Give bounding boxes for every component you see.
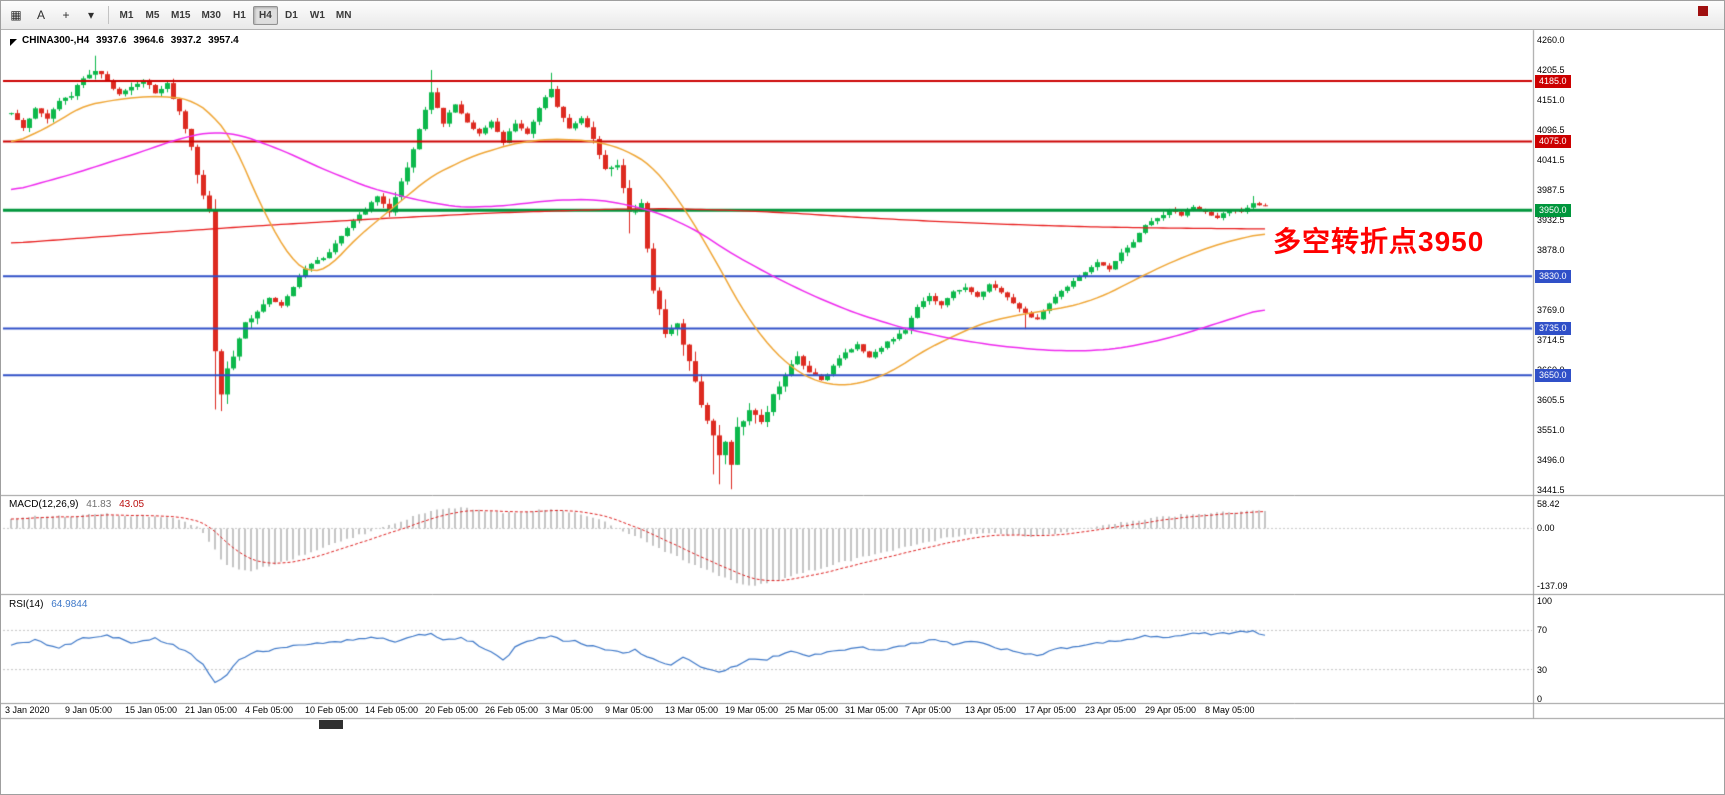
- macd-scale-label: 0.00: [1537, 523, 1555, 534]
- timeframe-button-d1[interactable]: D1: [285, 9, 298, 21]
- time-axis-label: 21 Jan 05:00: [185, 705, 238, 715]
- time-axis-label: 3 Jan 2020: [5, 705, 50, 715]
- price-axis-label: 3878.0: [1537, 244, 1565, 255]
- price-axis-label: 4260.0: [1537, 34, 1565, 45]
- chart-title: CHINA300-,H4 3937.6 3964.6 3937.2 3957.4: [22, 35, 243, 46]
- rsi-scale-label: 0: [1537, 694, 1543, 704]
- price-axis-label: 3987.5: [1537, 184, 1565, 195]
- time-axis-label: 31 Mar 05:00: [845, 705, 899, 715]
- toolbar-separator: [108, 6, 109, 24]
- price-axis-label: 3714.5: [1537, 334, 1565, 345]
- price-axis-label: 3496.0: [1537, 455, 1565, 466]
- time-axis-label: 14 Feb 05:00: [365, 705, 419, 715]
- timeframe-button-m5[interactable]: M5: [145, 9, 160, 21]
- macd-name: MACD(12,26,9): [9, 499, 79, 510]
- rsi-scale-label: 30: [1537, 664, 1548, 675]
- macd-signal-value: 43.05: [119, 499, 145, 510]
- price-level-badge: 4075.0: [1535, 135, 1571, 149]
- time-axis-label: 25 Mar 05:00: [785, 705, 839, 715]
- price-level-annotation[interactable]: 多空转折点3950: [1273, 226, 1485, 257]
- ohlc-open: 3937.6: [96, 35, 127, 46]
- time-axis-label: 9 Jan 05:00: [65, 705, 113, 715]
- price-level-badge: 4185.0: [1535, 74, 1571, 88]
- price-axis-label: 3769.0: [1537, 304, 1565, 315]
- toolbar-icon-group: ▦ A + ▾: [4, 5, 103, 26]
- timeframe-button-h4[interactable]: H4: [252, 5, 278, 25]
- ohlc-marker-icon: [10, 39, 17, 46]
- time-axis-label: 26 Feb 05:00: [485, 705, 539, 715]
- price-axis-label: 3441.5: [1537, 485, 1565, 496]
- annotate-a-icon[interactable]: A: [36, 8, 45, 22]
- time-axis-label: 23 Apr 05:00: [1085, 705, 1137, 715]
- price-level-badge: 3950.0: [1535, 203, 1571, 217]
- charts-grid-icon[interactable]: ▦: [10, 8, 22, 22]
- time-axis-label: 9 Mar 05:00: [605, 705, 654, 715]
- time-axis-label: 29 Apr 05:00: [1145, 705, 1197, 715]
- toolbar-right-marker-icon[interactable]: [1698, 6, 1708, 16]
- timeframe-button-w1[interactable]: W1: [309, 9, 325, 21]
- time-axis-label: 13 Mar 05:00: [665, 705, 719, 715]
- price-axis-label: 3932.5: [1537, 214, 1565, 225]
- timeframe-button-mn[interactable]: MN: [335, 9, 352, 21]
- timeframe-button-h1[interactable]: H1: [233, 9, 246, 21]
- time-axis-label: 17 Apr 05:00: [1025, 705, 1077, 715]
- macd-label: MACD(12,26,9) 41.83 43.05: [9, 499, 149, 510]
- price-axis-label: 4205.5: [1537, 64, 1565, 75]
- price-axis-label: 4096.5: [1537, 124, 1565, 135]
- timeframe-toolbar: M1 M5 M15 M30 H1 H4 D1 W1 MN: [114, 5, 356, 25]
- dropdown-caret-icon[interactable]: ▾: [87, 8, 95, 22]
- rsi-scale-label: 70: [1537, 625, 1548, 636]
- time-axis-label: 8 May 05:00: [1205, 705, 1255, 715]
- rsi-scale-label: 100: [1537, 596, 1553, 606]
- price-axis-label: 4041.5: [1537, 154, 1565, 165]
- time-axis-label: 13 Apr 05:00: [965, 705, 1017, 715]
- time-axis-label: 7 Apr 05:00: [905, 705, 952, 715]
- price-level-badge: 3735.0: [1535, 322, 1571, 336]
- time-axis-label: 4 Feb 05:00: [245, 705, 294, 715]
- ohlc-close: 3957.4: [208, 35, 239, 46]
- macd-main-value: 41.83: [86, 499, 112, 510]
- bottom-bar-tab: [319, 720, 343, 729]
- rsi-name: RSI(14): [9, 599, 44, 610]
- rsi-label: RSI(14) 64.9844: [9, 599, 92, 610]
- price-axis-label: 3551.0: [1537, 424, 1565, 435]
- timeframe-button-m15[interactable]: M15: [171, 9, 191, 21]
- ohlc-high: 3964.6: [133, 35, 164, 46]
- time-axis-label: 19 Mar 05:00: [725, 705, 779, 715]
- ohlc-low: 3937.2: [170, 35, 202, 46]
- time-axis-label: 20 Feb 05:00: [425, 705, 479, 715]
- price-axis-label: 4151.0: [1537, 94, 1565, 105]
- time-axis-label: 15 Jan 05:00: [125, 705, 178, 715]
- time-axis-label: 3 Mar 05:00: [545, 705, 594, 715]
- toolbar: ▦ A + ▾ M1 M5 M15 M30 H1 H4 D1 W1 MN: [1, 1, 1724, 30]
- chart-symbol-period: CHINA300-,H4: [22, 35, 90, 46]
- timeframe-button-m30[interactable]: M30: [201, 9, 221, 21]
- macd-scale-label: -137.09: [1537, 580, 1568, 591]
- price-axis-label: 3605.5: [1537, 394, 1565, 405]
- rsi-value: 64.9844: [51, 599, 88, 610]
- time-axis-label: 10 Feb 05:00: [305, 705, 359, 715]
- macd-scale-label: 58.42: [1537, 499, 1560, 509]
- timeframe-button-m1[interactable]: M1: [119, 9, 134, 21]
- crosshair-icon[interactable]: +: [62, 8, 70, 22]
- price-level-badge: 3650.0: [1535, 368, 1571, 382]
- price-level-badge: 3830.0: [1535, 269, 1571, 283]
